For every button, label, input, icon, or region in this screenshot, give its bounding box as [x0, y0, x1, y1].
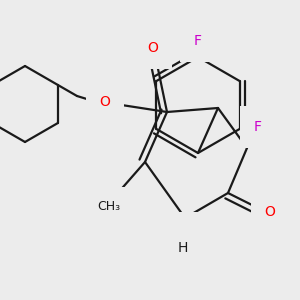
Text: F: F [254, 120, 262, 134]
Text: O: O [265, 205, 275, 219]
Text: O: O [100, 95, 110, 109]
Text: O: O [148, 41, 158, 55]
Text: F: F [194, 34, 202, 48]
Text: H: H [178, 241, 188, 255]
Text: N: N [178, 226, 188, 240]
Text: CH₃: CH₃ [98, 200, 121, 212]
